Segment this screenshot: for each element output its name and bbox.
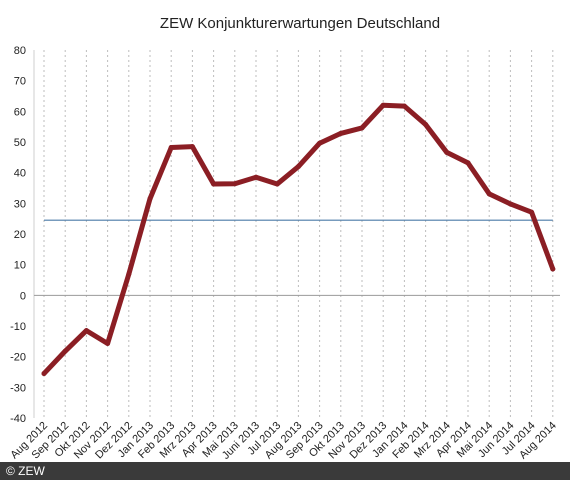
- data-point: [232, 181, 238, 187]
- data-point: [83, 328, 89, 334]
- data-point: [317, 140, 323, 146]
- data-point: [274, 181, 280, 187]
- y-tick-label: 80: [14, 45, 26, 57]
- y-tick-label: 60: [14, 106, 26, 118]
- series-layer: [41, 102, 556, 377]
- data-point: [105, 340, 111, 346]
- data-point: [423, 122, 429, 128]
- data-point: [295, 164, 301, 170]
- y-tick-label: -40: [10, 413, 26, 425]
- data-point: [550, 266, 556, 272]
- reference-lines: [34, 219, 560, 296]
- data-point: [338, 130, 344, 136]
- y-tick-label: -20: [10, 352, 26, 364]
- data-point: [168, 145, 174, 151]
- data-point: [529, 209, 535, 215]
- y-tick-label: 40: [14, 168, 26, 180]
- y-tick-label: 30: [14, 198, 26, 210]
- data-point: [465, 160, 471, 166]
- data-point: [126, 271, 132, 277]
- y-tick-label: 10: [14, 260, 26, 272]
- y-tick-label: -10: [10, 321, 26, 333]
- data-point: [147, 196, 153, 202]
- data-point: [211, 181, 217, 187]
- chart-title: ZEW Konjunkturerwartungen Deutschland: [160, 15, 440, 32]
- data-point: [486, 191, 492, 197]
- data-point: [359, 125, 365, 131]
- data-point: [41, 371, 47, 377]
- chart: ZEW Konjunkturerwartungen Deutschland 80…: [8, 15, 560, 462]
- y-tick-label: 20: [14, 229, 26, 241]
- y-tick-labels: 80 70 60 50 40 30 20 10 0 -10 -20 -30 -40: [10, 45, 26, 425]
- y-tick-label: 70: [14, 76, 26, 88]
- data-point: [62, 348, 68, 354]
- data-point: [380, 102, 386, 108]
- y-tick-label: -30: [10, 382, 26, 394]
- data-point: [189, 144, 195, 150]
- grid-lines: [43, 50, 554, 418]
- data-point: [401, 103, 407, 109]
- y-tick-label: 0: [20, 290, 26, 302]
- data-point: [253, 174, 259, 180]
- data-point: [444, 149, 450, 155]
- data-point: [507, 201, 513, 207]
- footer-credit: © ZEW: [0, 462, 570, 480]
- y-tick-label: 50: [14, 137, 26, 149]
